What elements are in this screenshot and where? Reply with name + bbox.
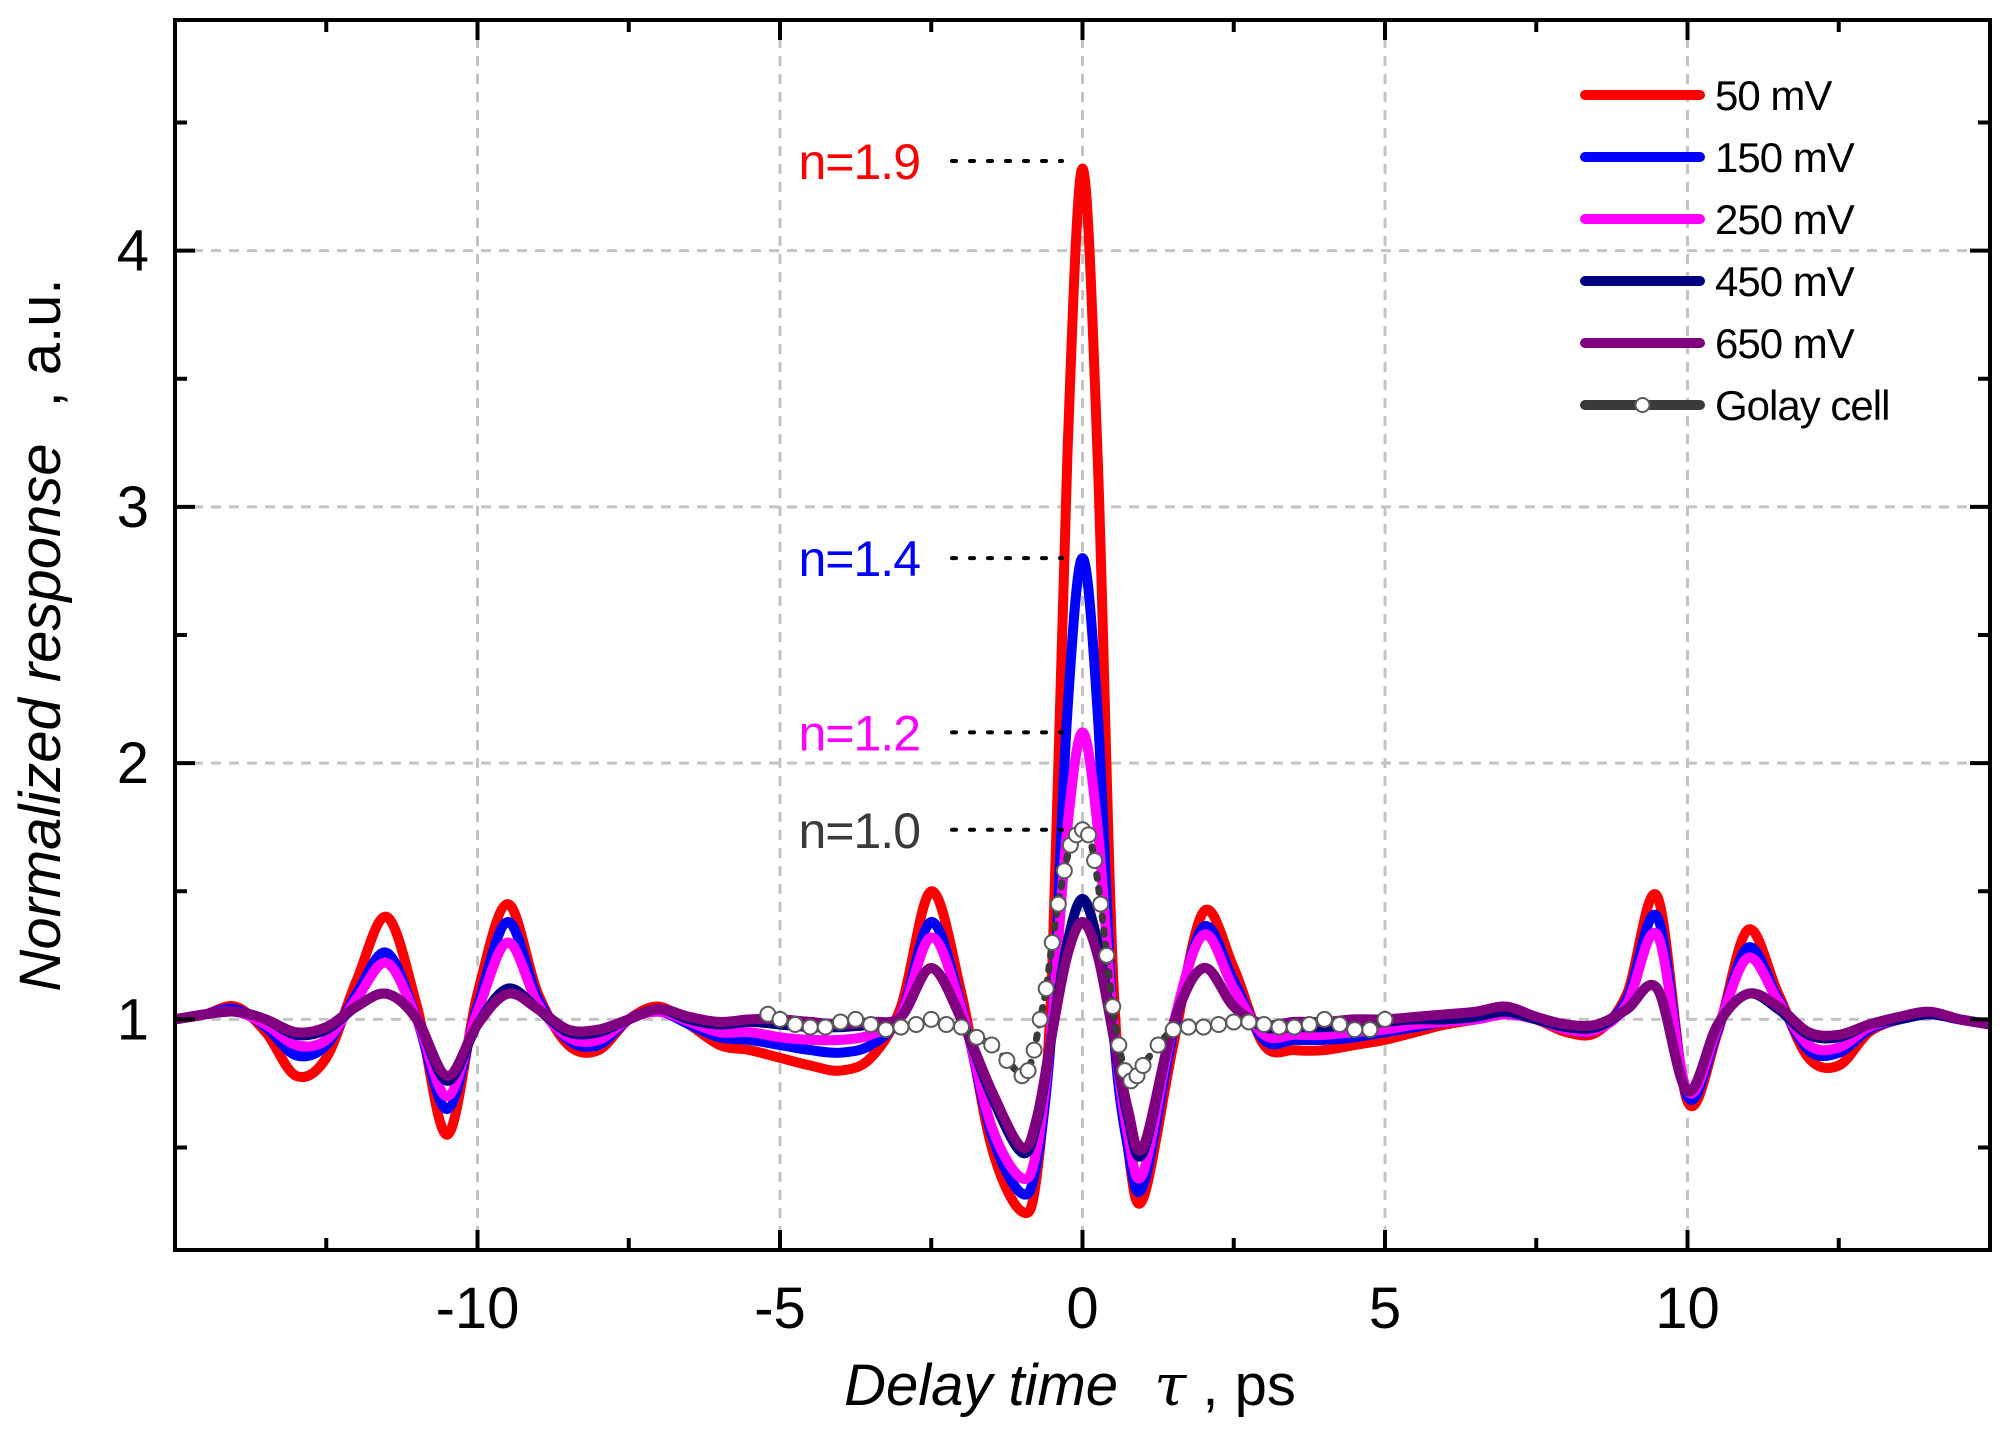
series-point-golay-cell: [801, 1018, 819, 1036]
series-point-golay-cell: [1019, 1062, 1037, 1080]
annotation-label: n=1.0: [798, 803, 920, 859]
series-line-50-mv: [175, 163, 1990, 1219]
series-point-golay-cell: [1149, 1036, 1167, 1054]
annotation-label: n=1.9: [798, 134, 920, 190]
annotations: n=1.9 n=1.4 n=1.2 n=1.0: [798, 134, 1064, 859]
x-tick-label: 5: [1369, 1276, 1401, 1341]
y-tick-label: 1: [117, 987, 149, 1052]
series-point-golay-cell: [1270, 1018, 1288, 1036]
series-point-golay-cell: [862, 1016, 880, 1033]
series-point-golay-cell: [1346, 1021, 1364, 1039]
series-point-golay-cell: [1134, 1057, 1152, 1074]
x-tick-label: -10: [436, 1276, 520, 1341]
series-point-golay-cell: [1080, 826, 1098, 844]
series-point-golay-cell: [1055, 862, 1073, 880]
series-point-golay-cell: [1361, 1021, 1379, 1039]
x-axis-unit: , ps: [1202, 1353, 1296, 1418]
series-point-golay-cell: [1240, 1013, 1258, 1031]
series-point-golay-cell: [1225, 1013, 1243, 1031]
series-point-golay-cell: [892, 1018, 910, 1036]
x-tick-label: 0: [1066, 1276, 1098, 1341]
series-point-golay-cell: [1043, 934, 1061, 951]
series-point-golay-cell: [1037, 980, 1055, 998]
series-line-150-mv: [175, 553, 1990, 1200]
series-point-golay-cell: [937, 1016, 955, 1033]
x-tick-label: 10: [1655, 1276, 1720, 1341]
y-tick-label: 3: [117, 475, 149, 540]
series-point-golay-cell: [1210, 1016, 1228, 1033]
series-point-golay-cell: [1195, 1018, 1212, 1036]
y-tick-label: 4: [117, 219, 149, 284]
series-point-golay-cell: [1376, 1010, 1394, 1028]
series-line-650-mv: [175, 917, 1990, 1156]
ticks: [175, 20, 1990, 1250]
series-point-golay-cell: [1086, 852, 1104, 869]
series-point-golay-cell: [907, 1016, 925, 1033]
series-point-golay-cell: [983, 1036, 1001, 1054]
series-point-golay-cell: [1331, 1016, 1349, 1033]
series-point-golay-cell: [1110, 1036, 1128, 1054]
series-point-golay-cell: [1255, 1016, 1273, 1033]
series-point-golay-cell: [832, 1013, 849, 1031]
series-point-golay-cell: [786, 1016, 804, 1033]
x-tick-label: -5: [754, 1276, 806, 1341]
series-group: [175, 163, 1990, 1219]
y-axis-unit: , a.u.: [8, 278, 73, 407]
series-point-golay-cell: [922, 1010, 940, 1028]
legend-label-450-mv: 450 mV: [1715, 258, 1855, 305]
legend-label-50-mv: 50 mV: [1715, 72, 1832, 119]
series-point-golay-cell: [771, 1010, 789, 1028]
series-point-golay-cell: [1285, 1018, 1303, 1036]
legend-marker-golay-cell: [1634, 397, 1651, 413]
legend-label-250-mv: 250 mV: [1715, 196, 1855, 243]
legend-label-golay-cell: Golay cell: [1715, 382, 1889, 429]
series-point-golay-cell: [1098, 946, 1116, 964]
series-point-golay-cell: [1049, 895, 1067, 913]
legend-label-150-mv: 150 mV: [1715, 134, 1855, 181]
series-point-golay-cell: [953, 1018, 970, 1036]
series-point-golay-cell: [1031, 1010, 1049, 1028]
series-point-golay-cell: [1092, 895, 1110, 913]
y-tick-label: 2: [117, 731, 149, 796]
y-axis-label: Normalized response: [8, 444, 73, 992]
tick-labels: -10 -5 0 5 10 1 2 3 4: [117, 219, 1720, 1341]
series-line-250-mv: [175, 727, 1990, 1184]
x-axis-title: Delay time τ , ps: [844, 1351, 1296, 1419]
series-point-golay-cell: [998, 1051, 1016, 1069]
series-point-golay-cell: [1025, 1041, 1043, 1059]
legend-label-650-mv: 650 mV: [1715, 320, 1855, 367]
series-point-golay-cell: [1179, 1018, 1197, 1036]
series-point-golay-cell: [968, 1028, 986, 1046]
legend: 50 mV 150 mV 250 mV 450 mV 650 mV Golay cell: [1580, 72, 1890, 429]
series-point-golay-cell: [816, 1018, 834, 1036]
series-point-golay-cell: [1104, 998, 1122, 1016]
series-point-golay-cell: [1300, 1016, 1318, 1033]
series-point-golay-cell: [1164, 1021, 1182, 1039]
annotation-label: n=1.2: [798, 705, 920, 761]
annotation-label: n=1.4: [798, 531, 920, 587]
series-point-golay-cell: [1316, 1010, 1333, 1028]
x-axis-label: Delay time: [844, 1353, 1118, 1418]
x-axis-symbol: τ: [1154, 1351, 1187, 1419]
series-point-golay-cell: [847, 1010, 865, 1028]
y-axis-title: Normalized response , a.u.: [8, 278, 73, 991]
series-point-golay-cell: [877, 1021, 895, 1039]
grid: [175, 20, 1990, 1250]
